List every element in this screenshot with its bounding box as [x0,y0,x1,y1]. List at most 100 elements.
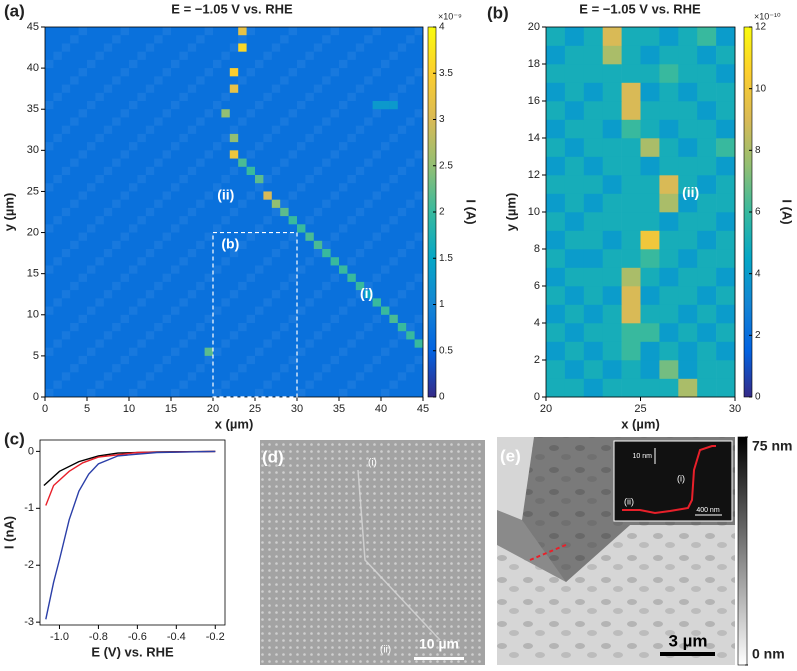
texture [53,133,62,143]
texture [288,273,297,282]
texture [87,265,96,274]
colorbar-tick-label: 6 [755,207,761,218]
texture [238,364,247,373]
heatmap-cell [640,304,660,324]
texture [381,224,390,233]
texture [196,240,205,249]
heatmap-cell [659,323,679,342]
texture [271,125,281,134]
colorbar-tick-label: 10 [755,83,767,94]
heatmap-cell [602,175,622,194]
heatmap-cell [659,267,679,287]
heatmap-cell [546,304,566,324]
heatmap-cell [546,230,566,250]
texture [162,27,171,36]
texture [372,191,381,200]
texture [154,199,163,208]
texture [221,257,230,266]
heatmap-cell [640,45,660,65]
texture [414,27,423,36]
texture [322,240,331,249]
texture [246,109,255,118]
annotation: (ii) [217,186,234,202]
texture [414,232,423,241]
texture [355,84,365,93]
texture [313,43,323,52]
texture [397,207,407,217]
heatmap-cell [659,64,679,83]
texture [45,59,54,69]
texture [280,35,289,44]
heatmap-cell [546,360,566,379]
texture [61,372,71,381]
texture [397,331,407,340]
colorbar-tick-label: 2.5 [439,160,453,171]
heatmap-cell [229,150,239,159]
texture [213,347,222,356]
texture [179,339,188,348]
heatmap-cell [678,82,698,102]
y-tick-label: 0 [28,445,34,457]
texture [255,142,264,151]
texture [347,92,356,101]
heatmap-cell [546,156,566,176]
texture [112,240,121,249]
texture [120,109,129,118]
texture [70,323,79,332]
heatmap-cell [678,175,698,194]
texture [87,347,96,356]
texture [196,117,205,126]
colorbar-tick-label: 12 [755,22,767,33]
chart-title: E = −1.05 V vs. RHE [171,1,293,16]
texture [196,364,205,373]
heatmap [45,27,423,397]
texture [213,224,222,233]
heatmap-cell [381,101,390,110]
heatmap-cell [564,82,585,102]
texture [70,364,79,373]
texture [171,347,180,356]
texture [213,388,222,397]
texture [154,323,163,332]
heatmap-cell [621,45,641,65]
texture [120,355,129,365]
texture [288,191,297,200]
heatmap-cell [678,156,698,176]
texture [112,281,121,291]
texture [355,290,365,299]
colorbar-exponent: ×10⁻¹⁰ [754,11,781,21]
heatmap [546,27,736,398]
annotation: (ii) [682,184,699,200]
texture [280,199,289,208]
texture [87,183,96,192]
texture [372,150,381,159]
texture [355,331,365,340]
texture [129,101,138,110]
heatmap-cell [546,249,566,268]
heatmap-cell [546,138,566,157]
texture [53,339,62,348]
texture [238,281,247,291]
heatmap-cell [564,304,585,324]
heatmap-cell [697,286,717,305]
texture [246,27,255,36]
heatmap-cell [716,341,736,361]
x-tick-label: 20 [540,403,552,415]
heatmap-cell [716,249,736,268]
texture [120,27,129,36]
heatmap-cell [716,64,736,83]
heatmap-cell [621,341,641,361]
heatmap-cell [602,212,622,231]
texture [61,84,71,93]
texture [263,257,272,266]
x-tick-label: -1.0 [50,631,69,643]
texture [389,216,398,225]
texture [297,142,306,151]
texture [45,347,54,356]
texture [221,216,230,225]
texture [53,298,62,307]
texture [145,372,155,381]
texture [45,142,54,151]
heatmap-cell [564,360,585,379]
